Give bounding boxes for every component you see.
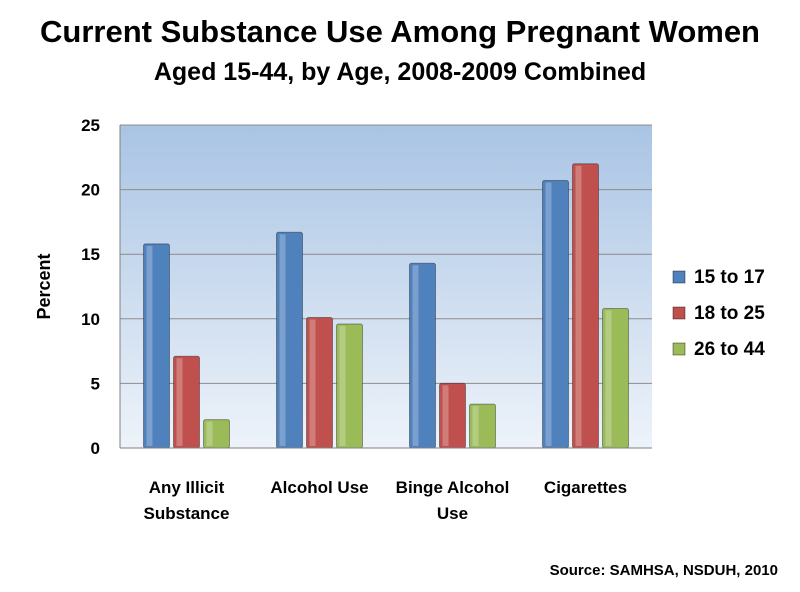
y-tick-label: 10 xyxy=(81,310,100,329)
legend-label: 18 to 25 xyxy=(694,303,765,324)
y-tick-label: 15 xyxy=(81,245,100,264)
legend-swatch xyxy=(672,270,686,284)
legend-label: 15 to 17 xyxy=(694,267,765,288)
y-tick-label: 20 xyxy=(81,181,100,200)
bar-highlight xyxy=(412,265,419,446)
x-tick-label: Binge Alcohol Use xyxy=(396,478,510,523)
x-tick-label: Alcohol Use xyxy=(270,478,368,497)
bar-highlight xyxy=(279,234,286,446)
chart-title: Current Substance Use Among Pregnant Wom… xyxy=(40,14,760,49)
bar-chart: 0 5 10 15 20 25 Percent Any Illicit Substance Alc… xyxy=(34,116,765,523)
legend-swatch xyxy=(672,342,686,356)
y-tick-label: 25 xyxy=(81,116,100,135)
bar-highlight xyxy=(442,385,449,446)
y-tick-label: 0 xyxy=(91,439,100,458)
chart-subtitle: Aged 15-44, by Age, 2008-2009 Combined xyxy=(153,58,647,86)
x-tick-label: Any Illicit Substance xyxy=(144,478,230,523)
y-tick-label: 5 xyxy=(91,374,100,393)
bar-highlight xyxy=(605,310,612,446)
bar-highlight xyxy=(176,358,183,446)
bar-highlight xyxy=(146,245,153,446)
bar-highlight xyxy=(206,421,213,446)
source-note: Source: SAMHSA, NSDUH, 2010 xyxy=(549,562,778,579)
legend-swatch xyxy=(672,306,686,320)
x-tick-label: Cigarettes xyxy=(544,478,627,497)
bar-highlight xyxy=(309,319,316,446)
legend-label: 26 to 44 xyxy=(694,339,765,360)
bar-highlight xyxy=(339,325,346,446)
bar-highlight xyxy=(472,406,479,446)
y-axis-label: Percent xyxy=(34,253,54,319)
bar-highlight xyxy=(545,182,552,446)
bar-highlight xyxy=(575,165,582,446)
